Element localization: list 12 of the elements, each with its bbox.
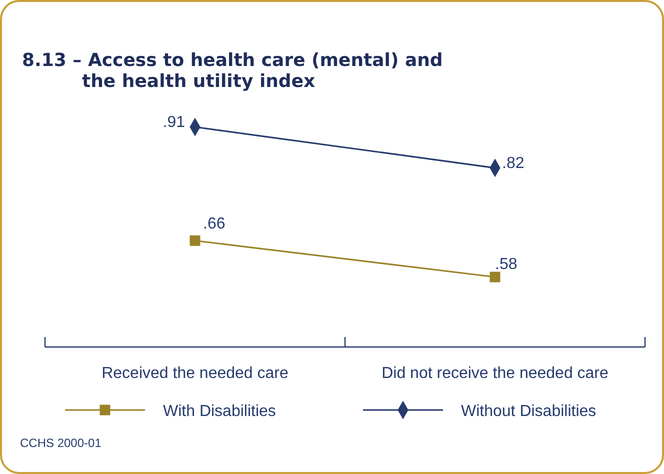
data-label: .58: [495, 256, 518, 273]
point: [190, 235, 200, 246]
data-label: .66: [203, 216, 226, 233]
chart-title: 8.13 – Access to health care (mental) and the health utility index: [22, 50, 443, 92]
x-tick-label: Received the needed care: [102, 365, 288, 382]
data-label: .82: [502, 154, 524, 172]
text: CCHS 2000-01: [20, 436, 102, 450]
x-tick-label: Did not receive the needed care: [382, 365, 609, 382]
legend-label: With Disabilities: [163, 403, 276, 420]
legend-label: Without Disabilities: [461, 403, 596, 420]
data-label: .91: [162, 114, 186, 131]
point: [490, 272, 500, 282]
